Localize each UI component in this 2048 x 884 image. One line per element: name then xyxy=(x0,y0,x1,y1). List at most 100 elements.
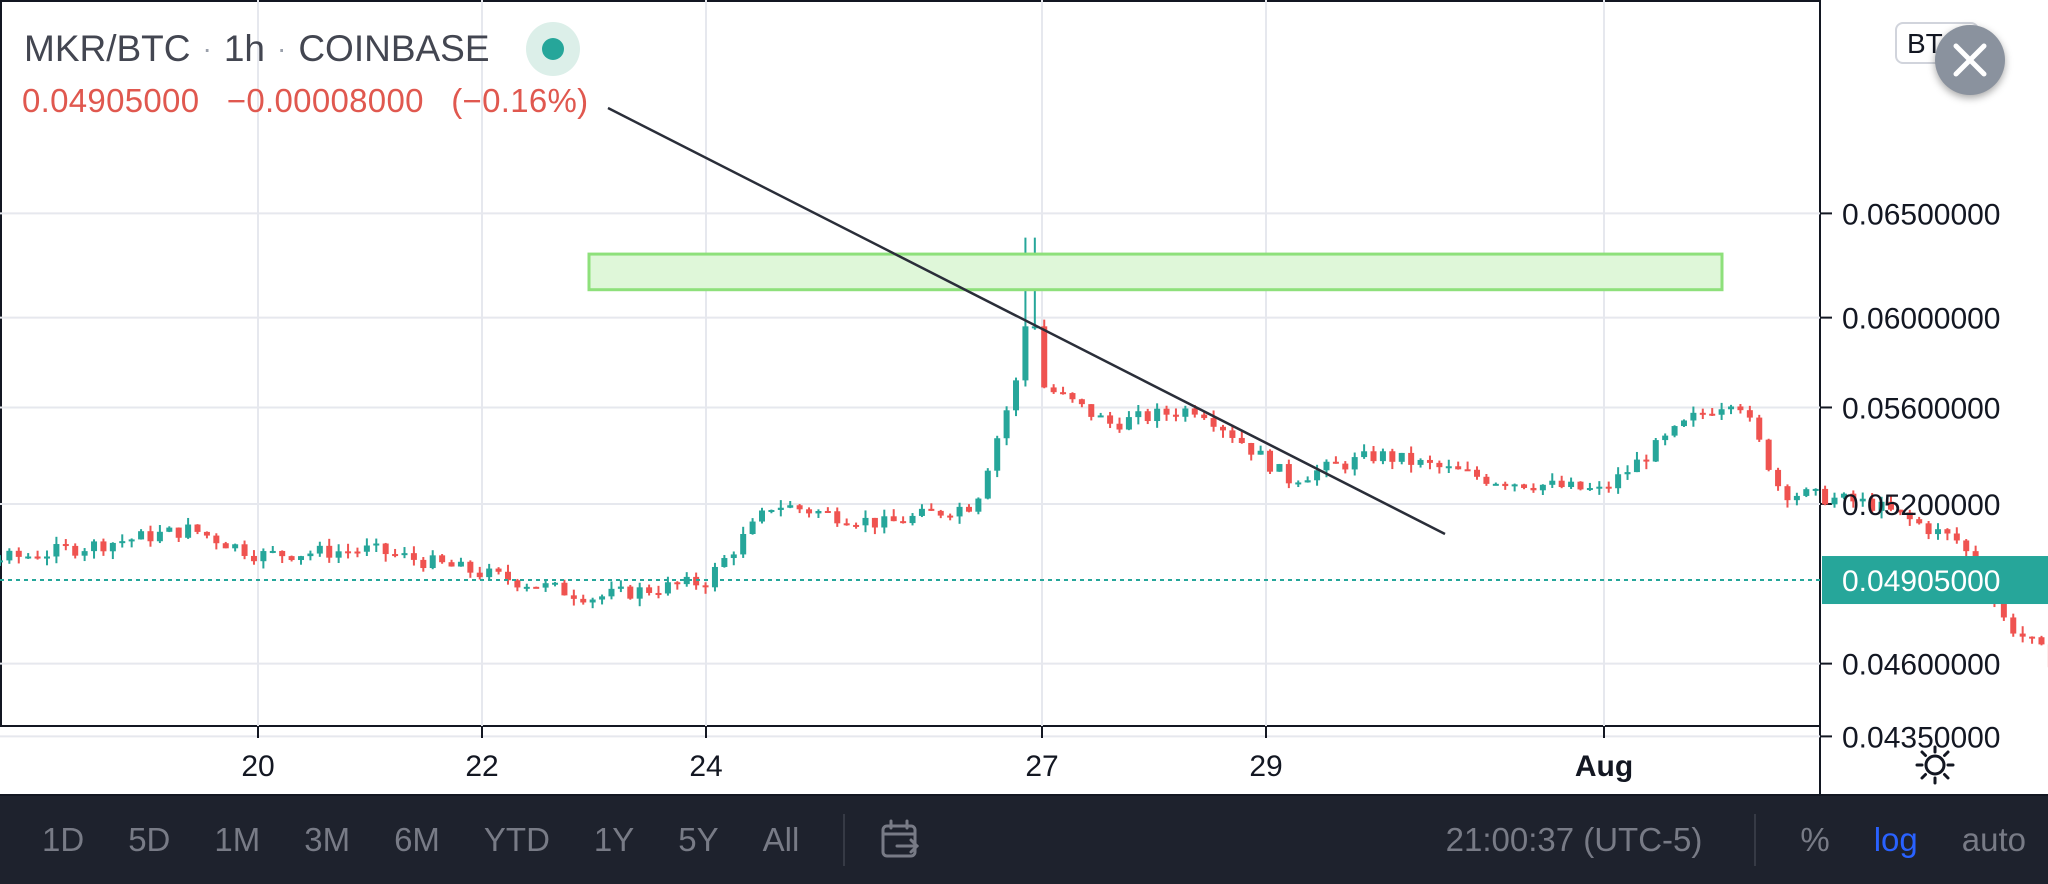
candle-body xyxy=(495,568,502,572)
candle-body xyxy=(1887,501,1894,510)
candle-body xyxy=(345,551,352,554)
candle-body xyxy=(1737,406,1744,411)
candle-body xyxy=(1361,451,1368,458)
candle-body xyxy=(796,505,803,510)
candle-body xyxy=(194,524,201,532)
range-ytd-button[interactable]: YTD xyxy=(483,821,550,858)
toolbar-divider xyxy=(1754,814,1757,866)
candle-body xyxy=(1125,417,1132,430)
chart-area[interactable]: 0.06500000 0.06000000 0.05600000 0.05200000… xyxy=(0,0,2048,796)
candle-body xyxy=(1586,488,1593,491)
candle-body xyxy=(965,506,972,512)
candle-body xyxy=(1229,430,1236,438)
range-all-button[interactable]: All xyxy=(762,821,800,858)
candle-body xyxy=(787,505,794,508)
exchange-label: COINBASE xyxy=(298,28,490,69)
candle-body xyxy=(1935,529,1941,535)
candle-body xyxy=(1022,326,1029,381)
candle-body xyxy=(721,558,728,567)
candle-body xyxy=(759,510,765,522)
candle-body xyxy=(1332,461,1339,464)
candle-body xyxy=(646,587,653,593)
range-5y-button[interactable]: 5Y xyxy=(678,821,719,858)
candle-body xyxy=(354,551,361,554)
candle-body xyxy=(1135,411,1142,418)
candle-body xyxy=(1728,406,1735,410)
candle-body xyxy=(1144,411,1151,422)
candle-body xyxy=(523,586,530,589)
candle-body xyxy=(250,555,257,562)
candle-body xyxy=(1812,488,1819,491)
clock-label[interactable]: 21:00:37 (UTC-5) xyxy=(1445,821,1703,858)
percent-scale-toggle[interactable]: % xyxy=(1800,821,1830,858)
chart-settings-button[interactable] xyxy=(1915,745,1955,785)
candle-body xyxy=(1615,474,1622,489)
candle-body xyxy=(617,586,624,589)
y-tick-label: 0.04350000 xyxy=(1842,721,2001,754)
range-1y-button[interactable]: 1Y xyxy=(593,821,635,858)
price-chart[interactable]: 0.06500000 0.06000000 0.05600000 0.05200000… xyxy=(0,0,2048,796)
candle-body xyxy=(448,562,455,567)
close-icon xyxy=(1953,43,1987,77)
y-tick-label: 0.05600000 xyxy=(1842,392,2001,425)
change-percent: (−0.16%) xyxy=(451,82,589,119)
market-status-indicator[interactable] xyxy=(525,22,580,76)
candle-body xyxy=(175,527,182,538)
candle-body xyxy=(410,553,417,560)
candle-body xyxy=(806,509,813,514)
candle-body xyxy=(1671,426,1678,436)
candle-body xyxy=(1906,512,1913,520)
candle-body xyxy=(1078,399,1085,405)
candle-body xyxy=(994,438,1001,471)
candle-body xyxy=(34,556,41,559)
candle-body xyxy=(947,515,954,518)
candle-body xyxy=(1314,470,1321,481)
candle-body xyxy=(504,571,511,581)
candle-body xyxy=(128,539,135,542)
candle-body xyxy=(1953,533,1960,541)
candle-body xyxy=(871,517,878,528)
candle-body xyxy=(429,555,436,569)
candle-body xyxy=(6,550,13,561)
candle-body xyxy=(1822,488,1829,505)
candle-body xyxy=(1154,408,1161,422)
symbol-name[interactable]: MKR/BTC xyxy=(24,28,191,69)
candle-body xyxy=(693,576,700,586)
toolbar-divider xyxy=(843,814,846,866)
candle-body xyxy=(15,550,22,557)
range-1m-button[interactable]: 1M xyxy=(214,821,261,858)
candle-body xyxy=(1709,413,1716,416)
close-button[interactable] xyxy=(1935,25,2005,95)
candle-body xyxy=(1831,497,1838,505)
interval-label[interactable]: 1h xyxy=(223,28,265,69)
candle-body xyxy=(1916,519,1923,524)
candle-body xyxy=(834,511,841,524)
range-3m-button[interactable]: 3M xyxy=(304,821,351,858)
candle-body xyxy=(1276,464,1283,472)
x-tick-label: 22 xyxy=(465,750,498,783)
x-tick-label: Aug xyxy=(1575,750,1633,783)
candle-body xyxy=(335,551,342,558)
candle-body xyxy=(1643,459,1650,462)
auto-scale-toggle[interactable]: auto xyxy=(1961,821,2026,858)
go-to-date-button[interactable] xyxy=(873,812,929,868)
range-1d-button[interactable]: 1D xyxy=(42,821,85,858)
candle-body xyxy=(1784,486,1791,501)
candle-body xyxy=(147,531,154,542)
range-5d-button[interactable]: 5D xyxy=(128,821,171,858)
candle-body xyxy=(119,541,126,544)
candle-body xyxy=(1502,483,1509,487)
candle-body xyxy=(298,556,305,561)
candle-body xyxy=(1878,501,1885,511)
range-6m-button[interactable]: 6M xyxy=(394,821,440,858)
candle-body xyxy=(1060,392,1067,395)
candle-body xyxy=(1859,498,1866,502)
candle-body xyxy=(156,531,163,542)
candle-body xyxy=(711,566,718,588)
candle-body xyxy=(589,599,596,603)
candle-body xyxy=(1013,380,1020,411)
candle-body xyxy=(279,550,286,557)
symbol-legend[interactable]: MKR/BTC · 1h · COINBASE xyxy=(24,22,580,76)
log-scale-toggle[interactable]: log xyxy=(1873,821,1918,858)
candle-body xyxy=(467,561,474,573)
